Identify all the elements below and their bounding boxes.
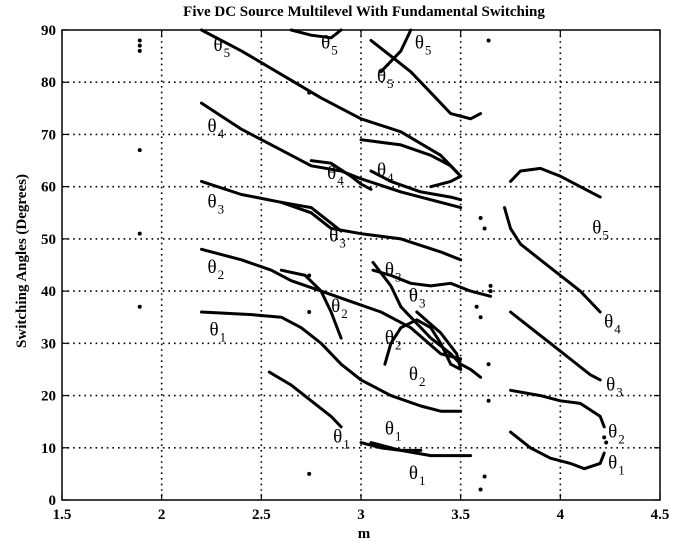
data-point <box>602 435 607 440</box>
data-point <box>137 231 142 236</box>
y-tick-label: 70 <box>41 127 56 143</box>
tick-layer: 1.5 2 2.5 3 3.5 4 4.5 0 10 20 30 40 50 60 70 80 90 <box>41 23 669 523</box>
y-tick-label: 0 <box>49 493 57 509</box>
x-tick-label: 4 <box>557 507 565 523</box>
y-tick-label: 30 <box>41 336 56 352</box>
annotation-layer: θ1 θ2 θ3 θ4 θ5 θ1 θ2 θ3 θ4 θ5 θ1 θ1 θ2 θ2 θ3 θ3 θ4 θ5 θ5 θ1… <box>208 32 625 488</box>
x-tick-label: 3.5 <box>451 507 470 523</box>
series-line <box>509 310 602 382</box>
series-line <box>279 200 343 233</box>
chart-title: Five DC Source Multilevel With Fundament… <box>183 4 545 20</box>
series-line <box>379 28 413 74</box>
series-line <box>369 38 483 121</box>
theta-label: θ3 <box>409 286 426 311</box>
data-point <box>307 471 312 476</box>
data-point <box>478 216 483 220</box>
series-line <box>200 310 463 413</box>
x-tick-label: 1.5 <box>53 507 72 523</box>
y-tick-label: 60 <box>41 180 56 196</box>
data-point <box>137 38 142 43</box>
series-line <box>200 179 463 262</box>
x-tick-label: 2 <box>158 507 166 523</box>
theta-label: θ1 <box>385 419 402 444</box>
series-line <box>200 28 463 178</box>
theta-label: θ5 <box>592 218 609 243</box>
y-tick-label: 50 <box>41 232 56 248</box>
x-axis-label: m <box>358 526 371 542</box>
data-point <box>137 43 142 48</box>
series-line <box>369 169 463 202</box>
theta-label: θ1 <box>333 427 350 452</box>
y-tick-label: 10 <box>41 441 56 457</box>
series-line <box>371 260 483 379</box>
theta-label: θ1 <box>409 463 426 488</box>
series-line <box>503 206 602 314</box>
data-point <box>307 273 312 278</box>
data-point <box>478 487 483 492</box>
theta-label: θ2 <box>331 296 348 321</box>
theta-label: θ3 <box>385 259 402 284</box>
series-line <box>509 430 606 471</box>
theta-label: θ4 <box>377 160 394 185</box>
theta-label: θ2 <box>385 327 402 352</box>
data-point <box>486 362 491 367</box>
series-line <box>383 310 463 371</box>
data-point <box>478 315 483 320</box>
y-tick-label: 40 <box>41 284 56 300</box>
data-point <box>137 304 142 309</box>
series-line <box>279 268 343 340</box>
series-line <box>200 101 463 210</box>
y-tick-label: 90 <box>41 23 56 39</box>
theta-label: θ3 <box>208 192 225 217</box>
theta-label: θ2 <box>608 421 625 446</box>
theta-label: θ3 <box>606 374 623 399</box>
series-line <box>267 370 343 429</box>
data-point <box>486 38 491 43</box>
theta-label: θ3 <box>329 226 346 251</box>
series-line <box>309 159 373 191</box>
data-point <box>307 310 312 314</box>
series-line <box>509 166 602 199</box>
data-point <box>482 474 487 479</box>
x-tick-label: 3 <box>357 507 365 523</box>
series-line <box>200 247 463 361</box>
scatter-points <box>137 38 609 492</box>
theta-label: θ5 <box>377 66 394 91</box>
data-point <box>482 226 487 231</box>
x-tick-label: 2.5 <box>252 507 271 523</box>
data-point <box>137 148 142 153</box>
theta-label: θ5 <box>213 35 230 60</box>
data-point <box>486 398 491 403</box>
series-line <box>289 28 343 40</box>
series-line <box>509 388 606 429</box>
data-point <box>488 283 493 288</box>
series-line <box>359 441 423 452</box>
data-point <box>307 90 312 95</box>
theta-label: θ1 <box>210 320 227 345</box>
grid <box>62 30 660 500</box>
theta-label: θ4 <box>327 163 344 188</box>
data-point <box>488 289 493 294</box>
theta-label: θ5 <box>321 32 338 57</box>
data-layer <box>200 28 606 471</box>
series-line <box>359 138 463 189</box>
theta-label: θ4 <box>604 312 621 337</box>
data-point <box>604 440 609 445</box>
theta-label: θ5 <box>415 32 432 57</box>
theta-label: θ1 <box>608 453 625 478</box>
plot-frame <box>61 29 661 501</box>
data-point <box>474 304 479 309</box>
x-tick-label: 4.5 <box>651 507 670 523</box>
y-tick-label: 20 <box>41 389 56 405</box>
series-line <box>371 268 493 298</box>
data-point <box>137 48 142 53</box>
theta-label: θ2 <box>208 257 225 282</box>
y-axis-label: Switching Angles (Degrees) <box>14 174 30 348</box>
theta-label: θ4 <box>208 116 225 141</box>
theta-label: θ2 <box>409 364 426 389</box>
y-tick-label: 80 <box>41 75 56 91</box>
